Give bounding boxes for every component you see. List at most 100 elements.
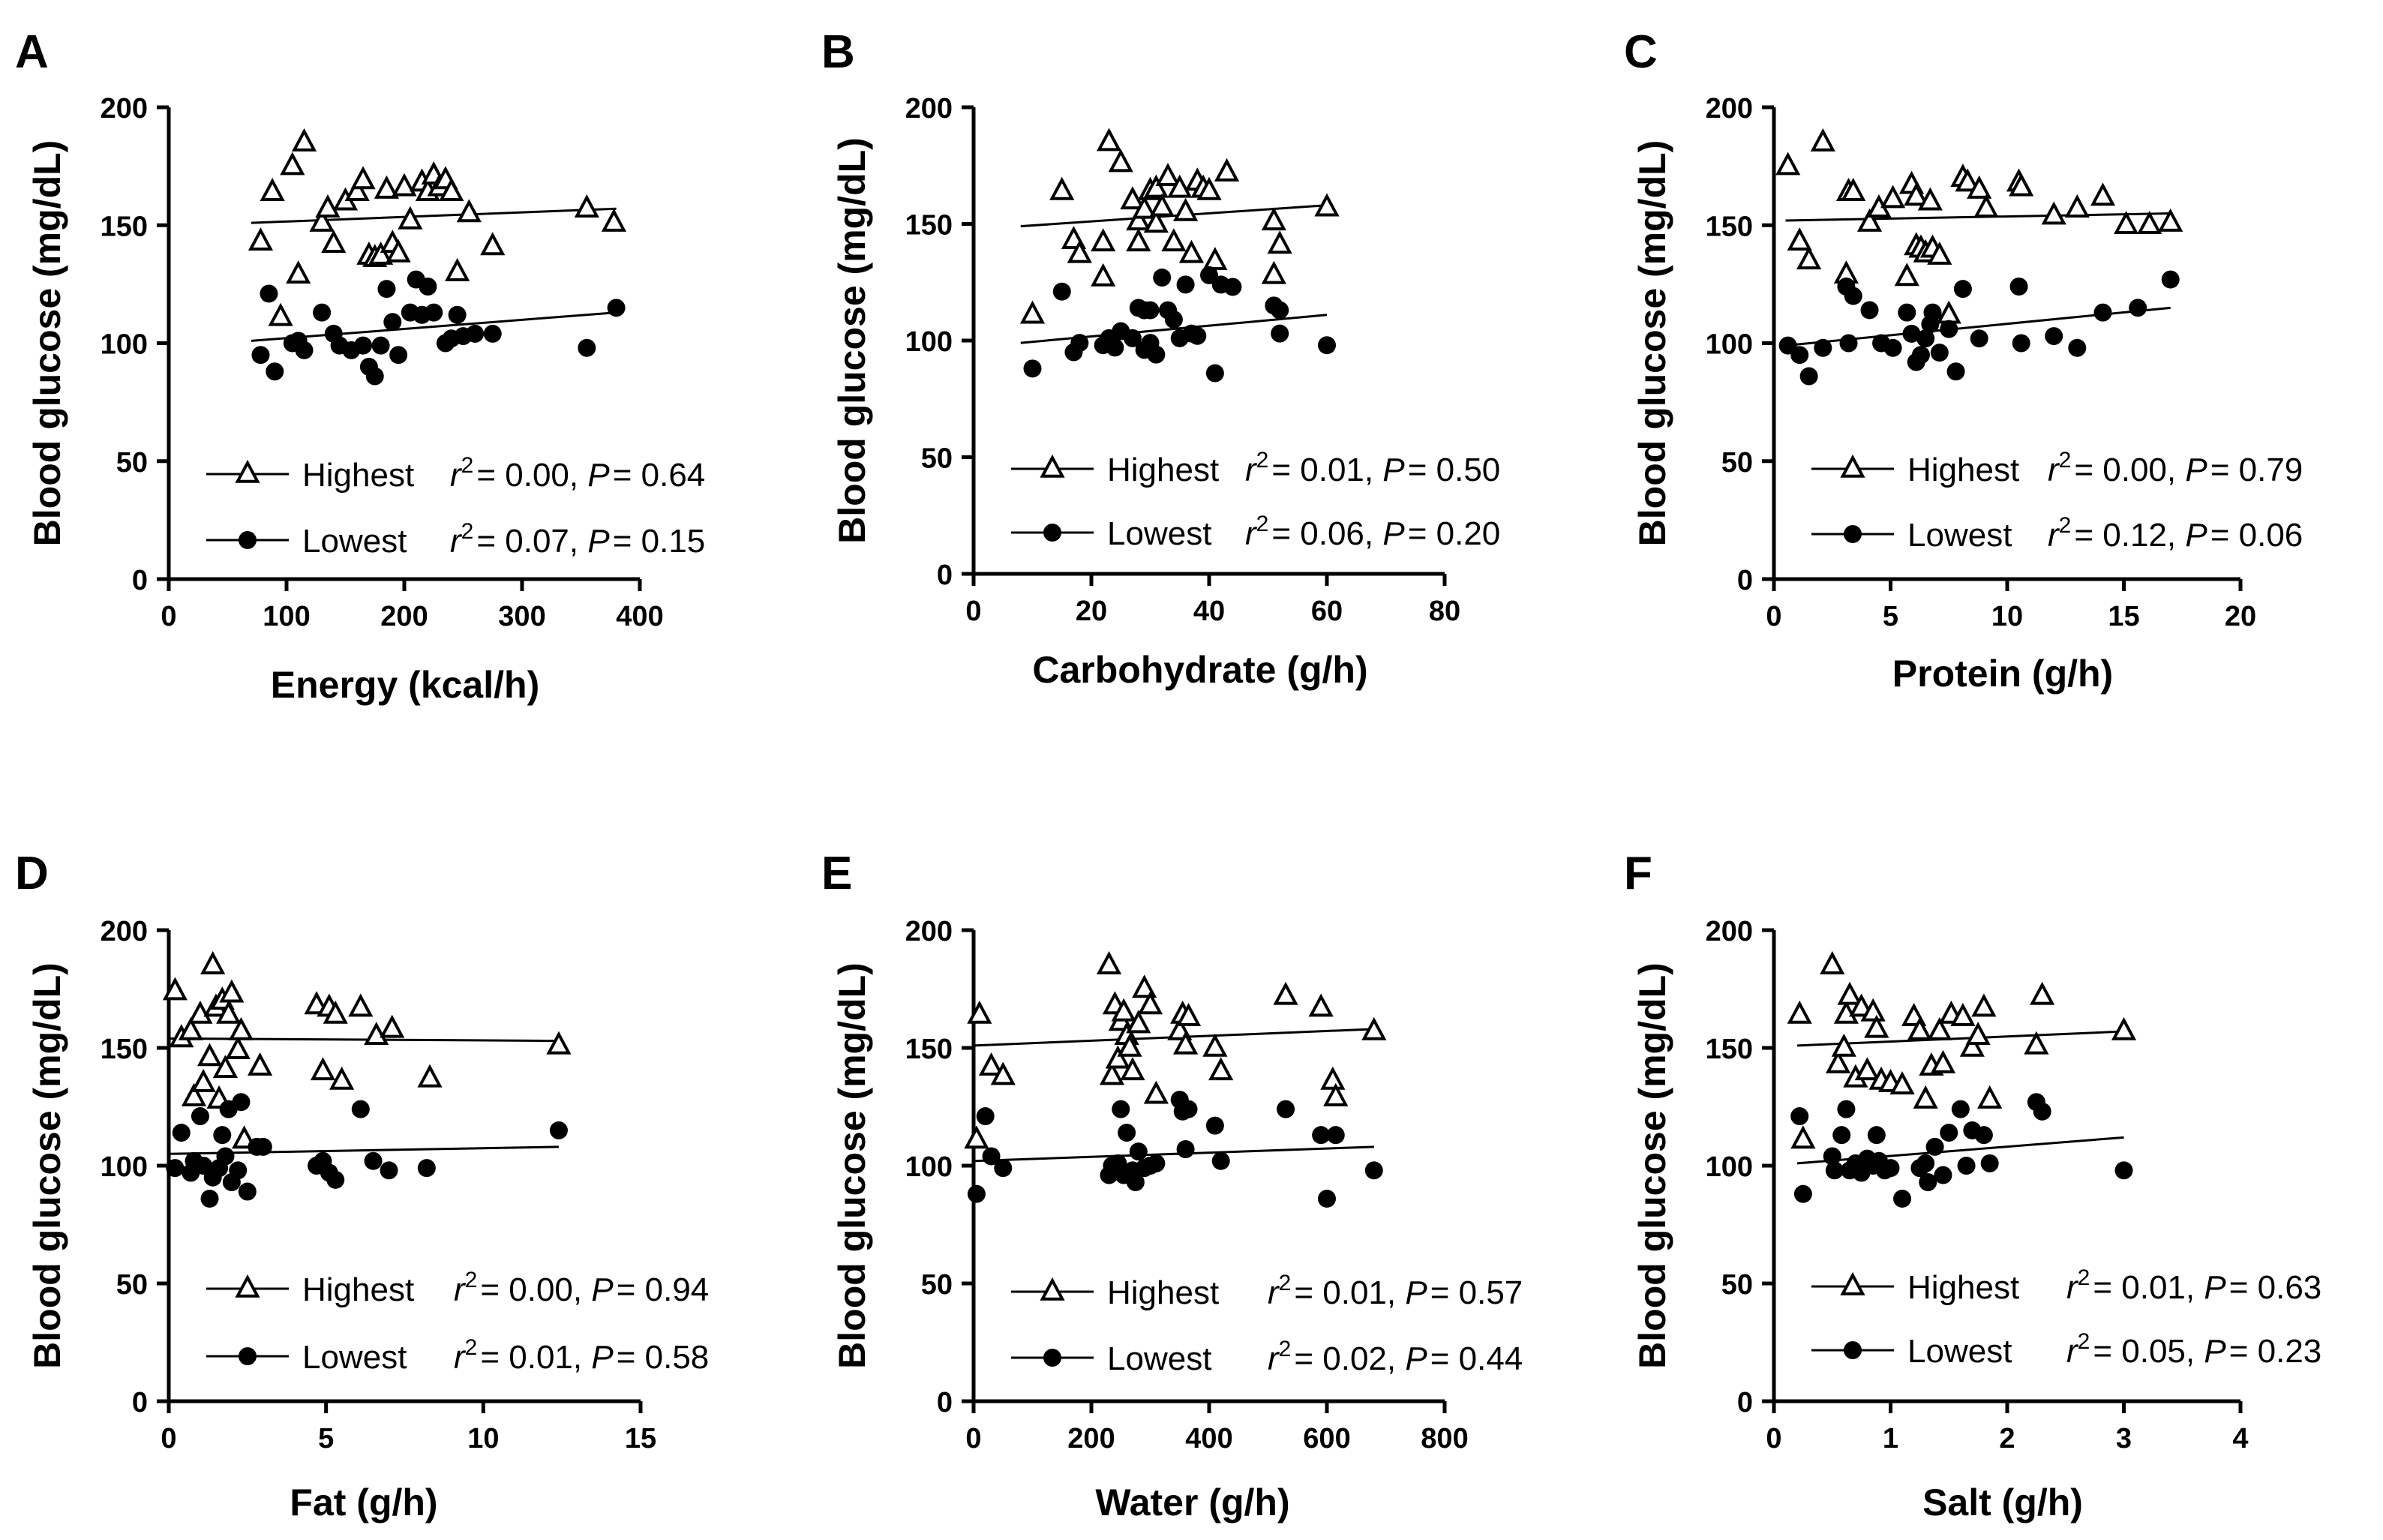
data-point-circle [1893, 1189, 1912, 1208]
data-point-circle [260, 284, 278, 303]
stat-exponent: 2 [1256, 512, 1269, 536]
legend-label: Highest [302, 1271, 414, 1308]
legend-label: Lowest [1107, 1340, 1211, 1377]
data-point-triangle [178, 1016, 203, 1040]
data-point-triangle [546, 1031, 572, 1055]
stat-annotation: r2= 0.00, P= 0.94 [454, 1268, 709, 1308]
legend-label: Highest [1907, 1269, 2019, 1306]
data-point-triangle [2064, 194, 2090, 218]
data-point-circle [365, 367, 384, 386]
y-tick-label: 0 [1737, 565, 1753, 596]
data-point-triangle [1120, 1057, 1145, 1081]
data-point-circle [2068, 338, 2087, 357]
data-point-circle [1980, 1154, 1999, 1172]
data-point-triangle [2009, 173, 2034, 197]
data-point-triangle [2041, 201, 2066, 225]
regression-line [1797, 1030, 2124, 1047]
data-point-circle [1023, 359, 1042, 378]
stat-p-symbol: P [1405, 1274, 1427, 1311]
data-point-circle [1070, 334, 1089, 353]
series-lowest [251, 270, 626, 386]
stat-p-value: = 0.64 [613, 457, 706, 494]
data-point-triangle [480, 232, 506, 256]
x-tick-label: 300 [498, 601, 545, 632]
x-tick-label: 1 [1883, 1423, 1898, 1454]
stat-annotation: r2= 0.01, P= 0.63 [2066, 1265, 2321, 1306]
stat-annotation: r2= 0.12, P= 0.06 [2048, 513, 2303, 554]
series-highest [1775, 128, 2183, 324]
regression-line [251, 207, 617, 224]
data-point-triangle [212, 1055, 239, 1079]
data-point-triangle [1913, 1085, 1938, 1109]
stat-annotation: r2= 0.07, P= 0.15 [450, 519, 705, 560]
data-point-circle [1129, 1142, 1148, 1161]
data-point-circle [1970, 329, 1988, 348]
data-point-triangle [260, 178, 285, 201]
data-point-triangle [386, 239, 411, 263]
x-tick-label: 0 [965, 596, 981, 627]
series-lowest [166, 1093, 568, 1208]
x-tick-label: 100 [263, 601, 310, 632]
data-point-triangle [456, 199, 482, 223]
data-point-triangle [1314, 193, 1340, 217]
x-tick-label: 3 [2116, 1423, 2132, 1454]
series-highest [1019, 128, 1340, 324]
stat-r-symbol: r [2048, 452, 2060, 488]
data-point-circle [1953, 280, 1972, 299]
stat-r2-value: = 0.12, [2074, 517, 2185, 554]
data-point-triangle [1196, 176, 1222, 200]
data-point-triangle [1120, 186, 1145, 210]
data-point-circle [994, 1159, 1013, 1178]
data-point-circle [1957, 1157, 1976, 1175]
y-tick-label: 50 [921, 1269, 953, 1301]
data-point-circle [1919, 1172, 1937, 1191]
data-point-circle [417, 1159, 436, 1178]
panel-a: A 0 100 200 300 400 0 50 100 150 200 Energy (kcal/h… [15, 26, 705, 706]
data-point-triangle [1049, 176, 1075, 200]
data-point-triangle [1787, 227, 1812, 251]
stat-p-symbol: P [2204, 1333, 2226, 1370]
legend-marker-triangle [1840, 454, 1865, 478]
data-point-triangle [1825, 1049, 1851, 1073]
data-point-circle [982, 1147, 1001, 1166]
panel-e: E 0 200 400 600 800 0 50 100 150 200 Water (g/h) Blo… [821, 848, 1523, 1523]
data-point-triangle [1977, 1085, 2003, 1109]
data-point-circle [1860, 301, 1879, 320]
data-point-triangle [1067, 239, 1092, 263]
data-point-triangle [216, 1000, 242, 1024]
data-point-triangle [1959, 1033, 1985, 1057]
data-point-circle [351, 1100, 370, 1118]
data-point-triangle [344, 178, 370, 201]
data-point-triangle [1965, 1022, 1991, 1046]
data-point-triangle [1117, 1033, 1142, 1057]
legend-label: Lowest [302, 1339, 407, 1376]
stat-p-value: = 0.94 [617, 1271, 710, 1308]
x-axis-title: Carbohydrate (g/h) [1032, 649, 1367, 691]
data-point-triangle [309, 208, 335, 232]
stat-r-symbol: r [1245, 515, 1258, 552]
data-point-triangle [1841, 178, 1866, 201]
x-axis-title: Protein (g/h) [1892, 653, 2113, 695]
panel-letter: D [15, 848, 49, 899]
stat-annotation: r2= 0.01, P= 0.58 [454, 1335, 709, 1376]
x-tick-label: 400 [616, 601, 663, 632]
data-point-triangle [310, 1057, 336, 1081]
data-point-circle [1867, 1126, 1886, 1145]
data-point-triangle [248, 227, 274, 251]
data-point-triangle [1831, 1033, 1856, 1057]
stat-r2-value: = 0.00, [476, 457, 587, 494]
stat-p-symbol: P [2204, 1269, 2226, 1306]
stat-r2-value: = 0.06, [1271, 515, 1382, 552]
data-point-circle [313, 303, 332, 322]
data-point-triangle [1323, 1082, 1349, 1106]
y-tick-label: 0 [937, 560, 953, 591]
y-tick-label: 150 [1706, 211, 1753, 242]
data-point-triangle [191, 1068, 216, 1092]
data-point-triangle [2090, 182, 2116, 206]
data-point-triangle [1860, 998, 1886, 1022]
data-point-circle [1911, 346, 1930, 365]
data-point-triangle [1894, 263, 1919, 287]
data-point-circle [1147, 345, 1166, 364]
data-point-circle [1951, 1100, 1970, 1118]
data-point-triangle [1132, 195, 1157, 219]
